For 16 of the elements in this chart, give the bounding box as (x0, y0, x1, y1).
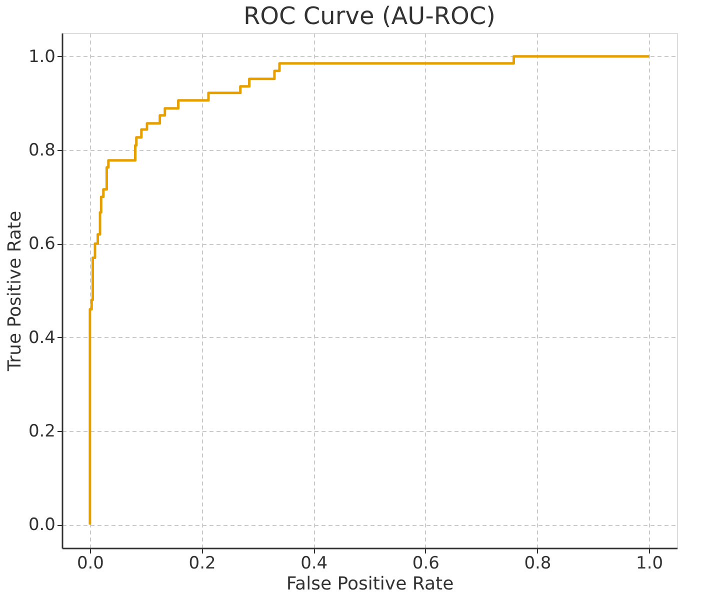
y-tick-label: 0.8 (28, 140, 56, 161)
y-tick-label: 0.4 (28, 328, 56, 348)
x-tick-label: 0.2 (188, 554, 216, 574)
y-axis-title: True Positive Rate (4, 210, 26, 372)
x-tick-label: 0.4 (300, 554, 328, 574)
y-tick-label: 0.0 (28, 515, 56, 536)
x-tick-label: 0.6 (412, 554, 440, 574)
line-series (88, 55, 650, 526)
x-tick-label: 0.0 (76, 554, 104, 574)
y-tick-label: 1.0 (28, 46, 56, 67)
x-tick-label: 1.0 (636, 554, 664, 574)
chart-title: ROC Curve (AU-ROC) (243, 2, 496, 30)
y-tick-label: 0.6 (28, 234, 56, 254)
x-tick-label: 0.8 (524, 554, 552, 574)
y-tick-label: 0.2 (28, 421, 56, 442)
x-axis-title: False Positive Rate (286, 574, 454, 594)
